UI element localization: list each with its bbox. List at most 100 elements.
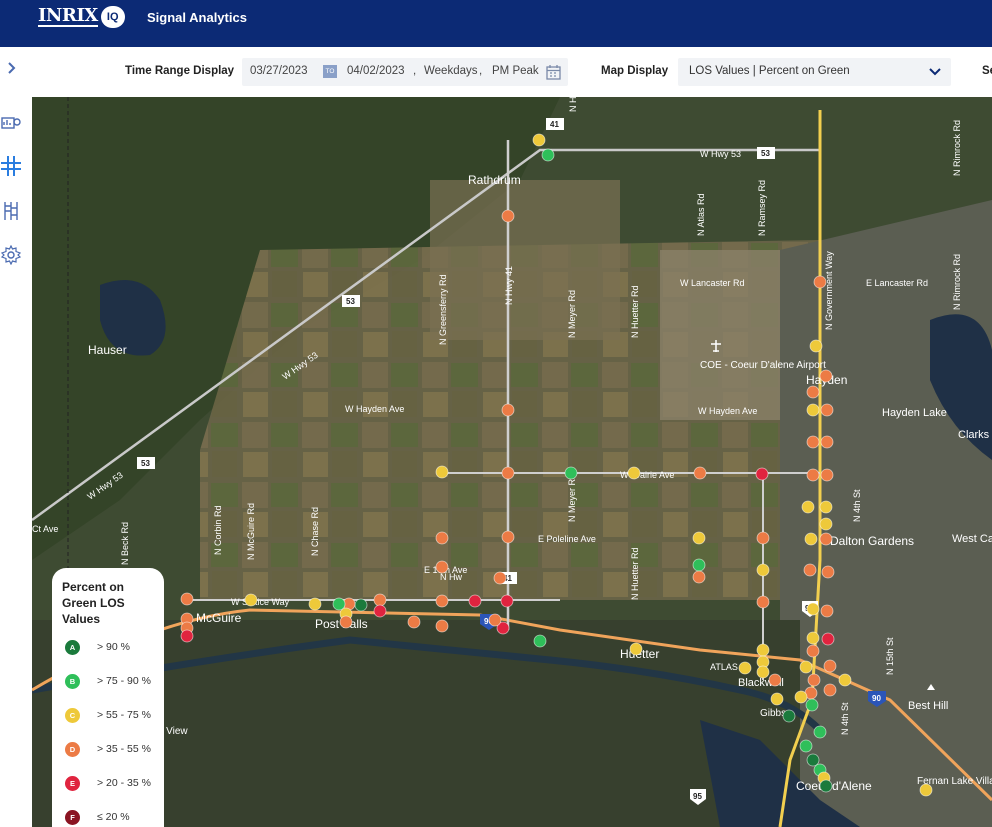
intersection-marker-51[interactable]: [819, 369, 833, 383]
time-range-picker[interactable]: 03/27/2023 TO 04/02/2023 , Weekdays , PM…: [242, 58, 568, 86]
intersection-marker-49[interactable]: [813, 275, 827, 289]
intersection-marker-50[interactable]: [809, 339, 823, 353]
intersection-marker-32[interactable]: [496, 621, 510, 635]
intersection-marker-85[interactable]: [919, 783, 933, 797]
map-label-greensferry: N Greensferry Rd: [438, 274, 448, 345]
intersection-marker-1[interactable]: [541, 148, 555, 162]
intersection-marker-40[interactable]: [756, 563, 770, 577]
los-legend: Percent on Green LOS Values A > 90 % B >…: [52, 568, 164, 827]
intersection-marker-71[interactable]: [799, 660, 813, 674]
intersection-marker-13[interactable]: [493, 571, 507, 585]
intersection-marker-80[interactable]: [799, 739, 813, 753]
intersection-marker-68[interactable]: [806, 631, 820, 645]
intersection-marker-14[interactable]: [500, 594, 514, 608]
legend-dot-b: B: [65, 673, 80, 689]
intersection-marker-2[interactable]: [501, 209, 515, 223]
intersection-marker-64[interactable]: [803, 563, 817, 577]
intersection-marker-62[interactable]: [804, 532, 818, 546]
intersection-marker-21[interactable]: [354, 598, 368, 612]
intersection-marker-53[interactable]: [806, 403, 820, 417]
intersection-marker-41[interactable]: [756, 595, 770, 609]
intersection-marker-66[interactable]: [806, 602, 820, 616]
intersection-marker-46[interactable]: [768, 673, 782, 687]
map-canvas[interactable]: Rathdrum Hauser Hayden Hayden Lake Dalto…: [32, 97, 992, 827]
inrix-logo[interactable]: INRIX IQ: [38, 6, 125, 28]
map-label-n-hw-suffix: N Hw: [440, 572, 462, 582]
intersection-marker-35[interactable]: [629, 642, 643, 656]
intersection-marker-52[interactable]: [806, 385, 820, 399]
map-display-select[interactable]: LOS Values | Percent on Green: [678, 58, 951, 86]
intersection-marker-57[interactable]: [806, 468, 820, 482]
intersection-marker-18[interactable]: [407, 615, 421, 629]
intersection-marker-72[interactable]: [823, 659, 837, 673]
intersection-marker-16[interactable]: [435, 594, 449, 608]
intersection-marker-4[interactable]: [501, 466, 515, 480]
map-label-hw-top: N Hw: [568, 97, 578, 112]
map-view[interactable]: Rathdrum Hauser Hayden Hayden Lake Dalto…: [32, 97, 992, 827]
map-label-4th-st-north: N 4th St: [852, 489, 862, 522]
intersection-icon[interactable]: [0, 155, 22, 177]
intersection-marker-23[interactable]: [332, 597, 346, 611]
intersection-marker-6[interactable]: [564, 466, 578, 480]
intersection-marker-17[interactable]: [435, 619, 449, 633]
intersection-marker-34[interactable]: [533, 634, 547, 648]
intersection-marker-24[interactable]: [308, 597, 322, 611]
intersection-marker-12[interactable]: [435, 560, 449, 574]
intersection-marker-8[interactable]: [693, 466, 707, 480]
intersection-marker-55[interactable]: [806, 435, 820, 449]
intersection-marker-79[interactable]: [813, 725, 827, 739]
gear-icon[interactable]: [0, 244, 22, 266]
intersection-marker-10[interactable]: [435, 531, 449, 545]
intersection-marker-37[interactable]: [692, 558, 706, 572]
intersection-marker-58[interactable]: [820, 468, 834, 482]
intersection-marker-78[interactable]: [794, 690, 808, 704]
intersection-marker-69[interactable]: [821, 632, 835, 646]
report-icon[interactable]: [0, 200, 22, 222]
intersection-marker-38[interactable]: [692, 570, 706, 584]
intersection-marker-0[interactable]: [532, 133, 546, 147]
intersection-marker-59[interactable]: [801, 500, 815, 514]
intersection-marker-63[interactable]: [819, 532, 833, 546]
intersection-marker-15[interactable]: [468, 594, 482, 608]
intersection-marker-61[interactable]: [819, 517, 833, 531]
legend-item-f: F ≤ 20 %: [65, 809, 130, 825]
intersection-marker-77[interactable]: [805, 698, 819, 712]
intersection-marker-20[interactable]: [373, 604, 387, 618]
intersection-marker-48[interactable]: [782, 709, 796, 723]
intersection-marker-54[interactable]: [820, 403, 834, 417]
intersection-marker-81[interactable]: [806, 753, 820, 767]
chevron-right-icon[interactable]: [0, 57, 22, 79]
intersection-marker-28[interactable]: [180, 592, 194, 606]
intersection-marker-39[interactable]: [756, 531, 770, 545]
intersection-marker-33[interactable]: [488, 613, 502, 627]
intersection-marker-84[interactable]: [819, 779, 833, 793]
intersection-marker-47[interactable]: [770, 692, 784, 706]
intersection-marker-19[interactable]: [373, 593, 387, 607]
intersection-marker-67[interactable]: [820, 604, 834, 618]
intersection-marker-25[interactable]: [244, 593, 258, 607]
intersection-marker-7[interactable]: [627, 466, 641, 480]
intersection-marker-31[interactable]: [180, 629, 194, 643]
intersection-marker-65[interactable]: [821, 565, 835, 579]
intersection-marker-44[interactable]: [756, 665, 770, 679]
intersection-marker-76[interactable]: [838, 673, 852, 687]
intersection-marker-60[interactable]: [819, 500, 833, 514]
intersection-marker-36[interactable]: [692, 531, 706, 545]
map-label-hwy-41: N Hwy 41: [504, 266, 514, 305]
time-range-label: Time Range Display: [125, 65, 235, 77]
legend-dot-e: E: [65, 775, 80, 791]
intersection-marker-56[interactable]: [820, 435, 834, 449]
intersection-marker-9[interactable]: [755, 467, 769, 481]
dashboard-icon[interactable]: [0, 113, 22, 135]
calendar-icon[interactable]: [546, 64, 561, 80]
intersection-marker-45[interactable]: [738, 661, 752, 675]
intersection-marker-75[interactable]: [823, 683, 837, 697]
map-label-e-lancaster-rd: E Lancaster Rd: [866, 278, 928, 288]
intersection-marker-11[interactable]: [501, 530, 515, 544]
intersection-marker-70[interactable]: [806, 644, 820, 658]
intersection-marker-5[interactable]: [435, 465, 449, 479]
intersection-marker-3[interactable]: [501, 403, 515, 417]
intersection-marker-27[interactable]: [339, 615, 353, 629]
intersection-marker-42[interactable]: [756, 643, 770, 657]
intersection-marker-73[interactable]: [807, 673, 821, 687]
